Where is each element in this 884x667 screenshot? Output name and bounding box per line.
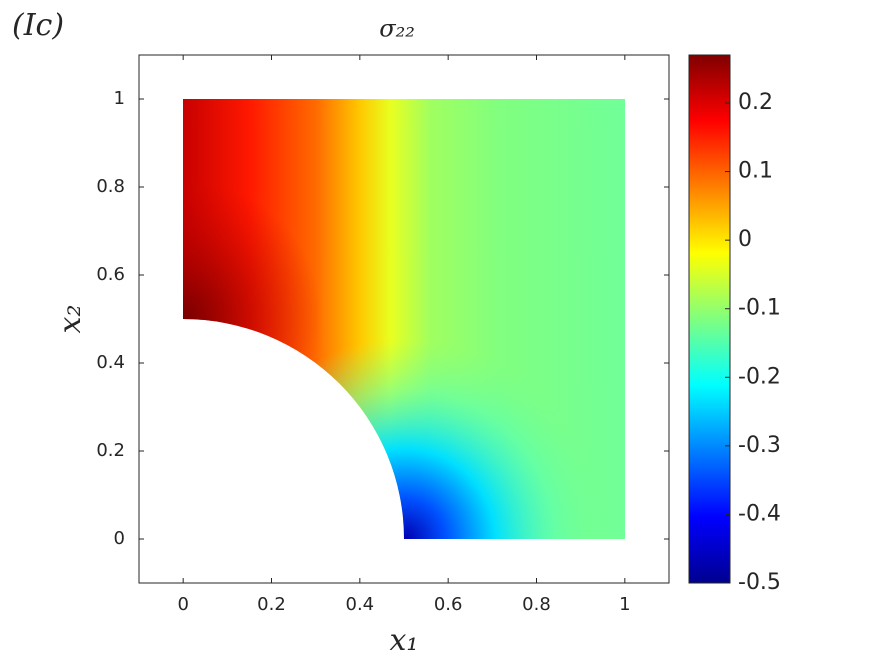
x-tick-label: 0.2 bbox=[257, 594, 286, 615]
colorbar-tick-label: -0.3 bbox=[738, 433, 781, 458]
y-tick-label: 0.2 bbox=[96, 440, 125, 461]
chart-title: σ₂₂ bbox=[379, 15, 415, 43]
y-tick-label: 0.8 bbox=[96, 176, 125, 197]
colorbar-tick-label: 0 bbox=[738, 227, 752, 252]
x-tick-label: 0.6 bbox=[434, 594, 463, 615]
colorbar-tick-label: -0.5 bbox=[738, 570, 781, 595]
x-tick-label: 0.8 bbox=[522, 594, 551, 615]
y-tick-label: 0.6 bbox=[96, 264, 125, 285]
y-tick-label: 0.4 bbox=[96, 352, 125, 373]
axes-box bbox=[138, 54, 670, 584]
y-axis-label: x₂ bbox=[53, 305, 88, 334]
colorbar-tick-label: 0.2 bbox=[738, 90, 773, 115]
colorbar-tick-label: 0.1 bbox=[738, 159, 773, 184]
x-tick-label: 1 bbox=[619, 594, 630, 615]
y-tick-label: 0 bbox=[114, 528, 125, 549]
x-tick-label: 0 bbox=[177, 594, 188, 615]
colorbar-tick-label: -0.2 bbox=[738, 364, 781, 389]
colorbar-tick-label: -0.1 bbox=[738, 296, 781, 321]
colorbar bbox=[688, 54, 731, 584]
x-axis-label: x₁ bbox=[390, 623, 419, 658]
panel-label: (Ic) bbox=[12, 8, 64, 43]
colorbar-tick-label: -0.4 bbox=[738, 501, 781, 526]
x-tick-label: 0.4 bbox=[346, 594, 375, 615]
y-tick-label: 1 bbox=[114, 88, 125, 109]
